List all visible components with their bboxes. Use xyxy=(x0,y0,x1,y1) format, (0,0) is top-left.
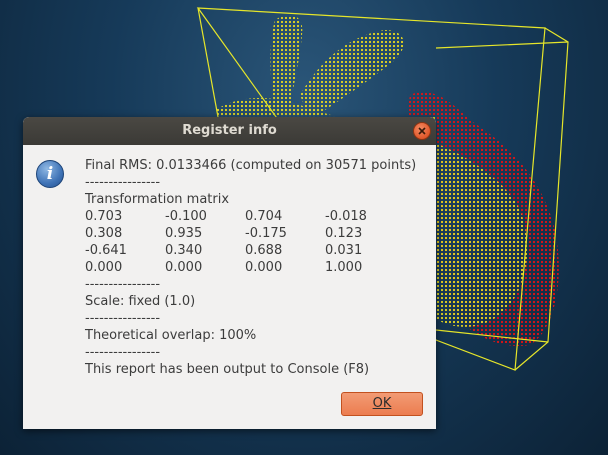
matrix-cell: 0.935 xyxy=(165,226,203,241)
separator: ---------------- xyxy=(85,345,161,360)
matrix-cell: 0.688 xyxy=(245,243,283,258)
matrix-heading: Transformation matrix xyxy=(85,192,230,207)
separator: ---------------- xyxy=(85,311,161,326)
matrix-row: 0.000 0.000 0.000 1.000 xyxy=(85,259,430,276)
matrix-cell: 0.000 xyxy=(245,260,283,275)
matrix-row: -0.641 0.340 0.688 0.031 xyxy=(85,242,430,259)
register-info-dialog: Register info i Final RMS: 0.0133466 (co… xyxy=(23,117,436,429)
scale-line: Scale: fixed (1.0) xyxy=(85,294,196,309)
info-glyph: i xyxy=(46,164,54,184)
info-icon: i xyxy=(36,160,64,188)
matrix-row: 0.703 -0.100 0.704 -0.018 xyxy=(85,208,430,225)
matrix-cell: 0.340 xyxy=(165,243,203,258)
matrix-cell: 0.308 xyxy=(85,226,123,241)
matrix-cell: 0.704 xyxy=(245,209,283,224)
console-line: This report has been output to Console (… xyxy=(85,362,370,377)
close-icon xyxy=(418,127,426,135)
matrix-cell: 0.123 xyxy=(325,226,363,241)
matrix-cell: 1.000 xyxy=(325,260,363,275)
matrix-cell: -0.100 xyxy=(165,209,207,224)
rms-line: Final RMS: 0.0133466 (computed on 30571 … xyxy=(85,158,417,173)
ok-button[interactable]: OK xyxy=(341,392,423,416)
separator: ---------------- xyxy=(85,277,161,292)
matrix-cell: 0.000 xyxy=(165,260,203,275)
matrix-cell: 0.031 xyxy=(325,243,363,258)
matrix-cell: -0.641 xyxy=(85,243,127,258)
matrix-cell: -0.175 xyxy=(245,226,287,241)
dialog-titlebar[interactable]: Register info xyxy=(23,117,436,145)
separator: ---------------- xyxy=(85,175,161,190)
yellow-point-cloud xyxy=(215,15,528,327)
close-button[interactable] xyxy=(413,122,431,140)
matrix-cell: -0.018 xyxy=(325,209,367,224)
matrix-cell: 0.000 xyxy=(85,260,123,275)
matrix-cell: 0.703 xyxy=(85,209,123,224)
matrix-row: 0.308 0.935 -0.175 0.123 xyxy=(85,225,430,242)
dialog-title: Register info xyxy=(182,123,277,138)
report-text: Final RMS: 0.0133466 (computed on 30571 … xyxy=(85,157,430,378)
overlap-line: Theoretical overlap: 100% xyxy=(85,328,257,343)
